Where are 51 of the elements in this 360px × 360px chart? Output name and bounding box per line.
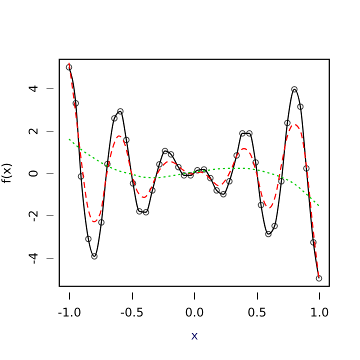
- point: [168, 151, 174, 158]
- point: [252, 159, 259, 166]
- y-tick-label: 0: [26, 170, 40, 178]
- x-axis-title: x: [190, 328, 198, 342]
- point: [104, 160, 111, 168]
- point: [175, 164, 182, 170]
- point: [297, 103, 304, 110]
- point: [78, 173, 84, 180]
- point: [142, 209, 150, 216]
- x-tick-label: -0.5: [120, 306, 144, 320]
- point: [310, 239, 317, 246]
- point: [194, 167, 201, 174]
- point: [271, 222, 278, 230]
- line-series: [68, 138, 320, 206]
- x-tick-label: 1.0: [310, 306, 330, 320]
- x-tick-label: -1.0: [58, 306, 82, 320]
- point: [91, 253, 98, 260]
- point: [239, 130, 246, 137]
- point: [258, 202, 264, 208]
- y-tick-label: -2: [26, 210, 40, 222]
- point: [117, 108, 124, 115]
- point: [98, 219, 105, 226]
- x-tick-label: 0.5: [247, 306, 267, 320]
- x-tick-label: 0.0: [184, 306, 204, 320]
- y-axis-title: f(x): [0, 162, 14, 184]
- point: [130, 180, 136, 187]
- point: [149, 187, 156, 194]
- point: [180, 172, 188, 179]
- point: [162, 148, 168, 154]
- point: [226, 178, 233, 185]
- point: [200, 166, 208, 173]
- point: [213, 187, 220, 194]
- point: [284, 120, 291, 126]
- point: [265, 230, 272, 238]
- point: [156, 161, 163, 168]
- point: [123, 136, 130, 144]
- point: [111, 115, 118, 122]
- y-tick-label: -4: [26, 252, 40, 264]
- point: [136, 208, 143, 215]
- point: [207, 174, 214, 182]
- point: [85, 236, 92, 242]
- point: [278, 178, 285, 185]
- point: [303, 165, 310, 172]
- point: [220, 190, 227, 198]
- y-tick-label: 4: [26, 84, 40, 93]
- point: [233, 152, 240, 159]
- y-tick-label: 2: [26, 127, 40, 135]
- point: [72, 100, 79, 107]
- point: [187, 172, 194, 179]
- point: [291, 86, 298, 93]
- point: [246, 130, 253, 137]
